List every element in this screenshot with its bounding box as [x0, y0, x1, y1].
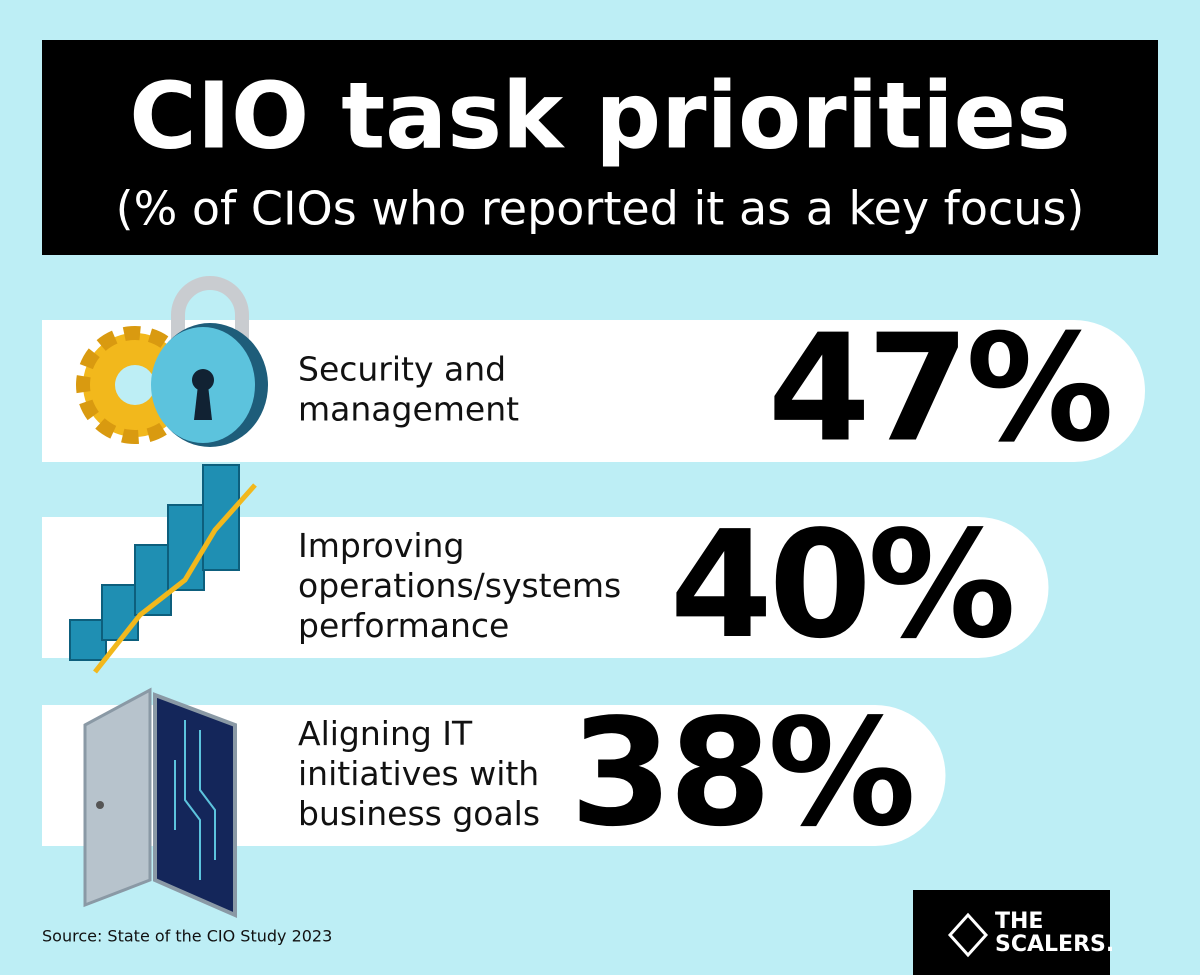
security-icon	[76, 276, 268, 447]
item-label: management	[298, 390, 519, 429]
source: Source: State of the CIO Study 2023	[42, 927, 332, 946]
item-value: 47%	[768, 303, 1110, 475]
logo-text: SCALERS.	[995, 932, 1114, 957]
title-box	[42, 40, 1158, 255]
row-pill	[42, 705, 946, 846]
item-label: performance	[298, 606, 509, 645]
item-label: Security and	[298, 350, 506, 389]
subtitle: (% of CIOs who reported it as a key focu…	[116, 182, 1085, 236]
item-label: Aligning IT	[298, 714, 473, 753]
logo-text: THE	[995, 909, 1043, 934]
logo-box	[913, 890, 1110, 975]
door-icon	[83, 687, 237, 919]
item-label: business goals	[298, 794, 540, 833]
growth-icon	[69, 464, 257, 674]
item-label: initiatives with	[298, 754, 539, 793]
row-pill	[42, 320, 1145, 462]
logo-mark	[947, 912, 989, 958]
item-label: Improving	[298, 526, 464, 565]
row-pill	[42, 517, 1049, 658]
item-value: 38%	[570, 687, 912, 859]
item-label: operations/systems	[298, 566, 621, 605]
item-value: 40%	[670, 499, 1012, 671]
title: CIO task priorities	[129, 62, 1071, 169]
